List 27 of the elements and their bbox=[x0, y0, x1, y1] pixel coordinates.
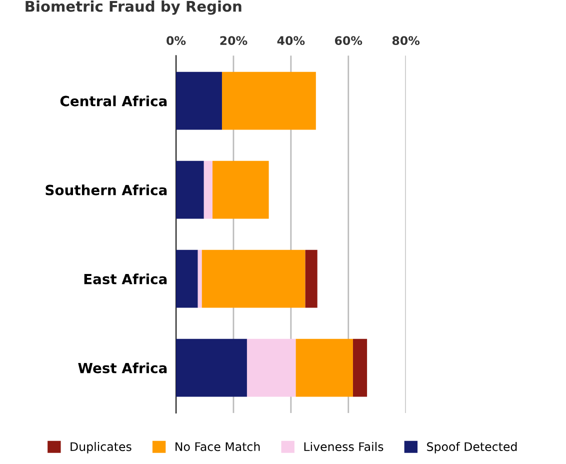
bar bbox=[176, 160, 204, 219]
bar bbox=[222, 72, 316, 130]
x-tick-label: 20% bbox=[220, 36, 248, 46]
y-tick-label: East Africa bbox=[84, 274, 167, 284]
bar bbox=[176, 338, 247, 397]
chart-title: Biometric Fraud by Region bbox=[26, 0, 242, 15]
bar bbox=[202, 250, 306, 308]
x-tick-label: 0% bbox=[166, 36, 186, 46]
legend-label: Liveness Fails bbox=[304, 442, 384, 452]
bar bbox=[176, 250, 198, 308]
x-tick-label: 80% bbox=[392, 36, 420, 46]
legend-label: No Face Match bbox=[176, 442, 260, 452]
bar bbox=[305, 250, 318, 308]
legend-label: Duplicates bbox=[70, 442, 132, 454]
y-tick-label: Southern Africa bbox=[46, 184, 167, 196]
bar bbox=[204, 160, 213, 219]
legend-label: Spoof Detected bbox=[427, 442, 517, 454]
y-tick-label: Central Africa bbox=[60, 96, 167, 106]
x-tick-label: 40% bbox=[277, 36, 305, 46]
bar bbox=[198, 250, 202, 308]
bar bbox=[212, 160, 269, 219]
x-tick-label: 60% bbox=[334, 36, 362, 46]
bar bbox=[352, 338, 368, 397]
bar bbox=[176, 72, 222, 130]
bar bbox=[296, 338, 353, 397]
bar bbox=[246, 338, 296, 397]
y-tick-label: West Africa bbox=[78, 362, 167, 374]
